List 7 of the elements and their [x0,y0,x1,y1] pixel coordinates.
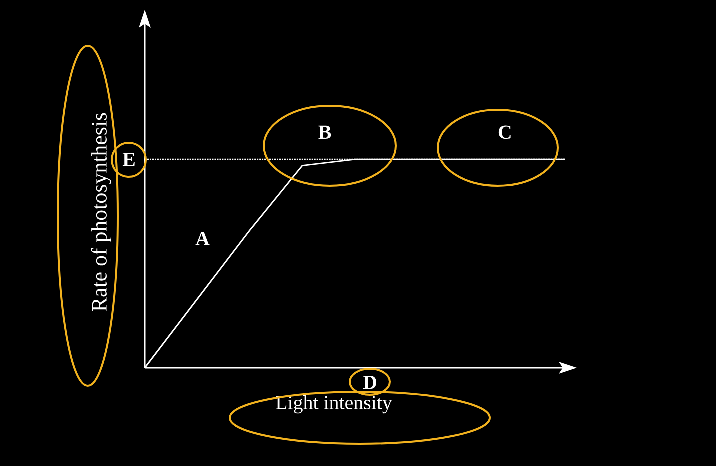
text: B [318,126,332,140]
x-axis-title: Light intensity [276,396,392,414]
text: D [363,376,376,390]
text: E [122,153,135,166]
text: C [498,126,511,140]
annotation: A [196,232,210,246]
y-axis-title: Rate of photosynthesis [91,113,112,312]
